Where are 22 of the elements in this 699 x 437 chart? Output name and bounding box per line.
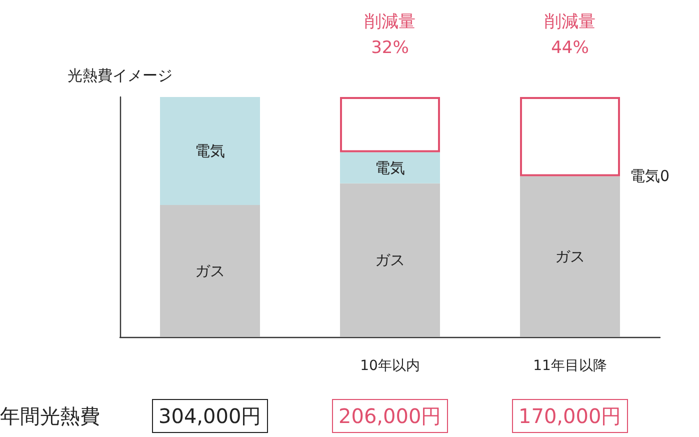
bar bbox=[520, 176, 620, 337]
bar bbox=[160, 205, 260, 337]
bar bbox=[340, 152, 440, 184]
bar bbox=[160, 97, 260, 205]
annotation: 削減量 44% bbox=[544, 11, 596, 60]
text: 年間光熱費 bbox=[0, 403, 100, 430]
series-label: 電気 bbox=[375, 158, 405, 177]
y-axis-title: 光熱費イメージ bbox=[68, 66, 172, 84]
x-tick-label: 11年目以降 bbox=[533, 358, 607, 374]
annotation: 電気0 bbox=[630, 166, 670, 186]
text: 電気 bbox=[195, 142, 225, 160]
text: ガス bbox=[375, 251, 405, 270]
text: 304,000円 bbox=[152, 399, 268, 433]
bar bbox=[520, 97, 620, 176]
bar bbox=[340, 183, 440, 337]
text: 206,000円 bbox=[332, 399, 448, 433]
x-tick-label: 10年以内 bbox=[360, 358, 420, 374]
text: 170,000円 bbox=[512, 399, 628, 433]
series-label: ガス bbox=[195, 262, 225, 280]
text: ガス bbox=[555, 248, 585, 266]
bar bbox=[340, 97, 440, 152]
annotation: 削減量 32% bbox=[364, 11, 416, 60]
